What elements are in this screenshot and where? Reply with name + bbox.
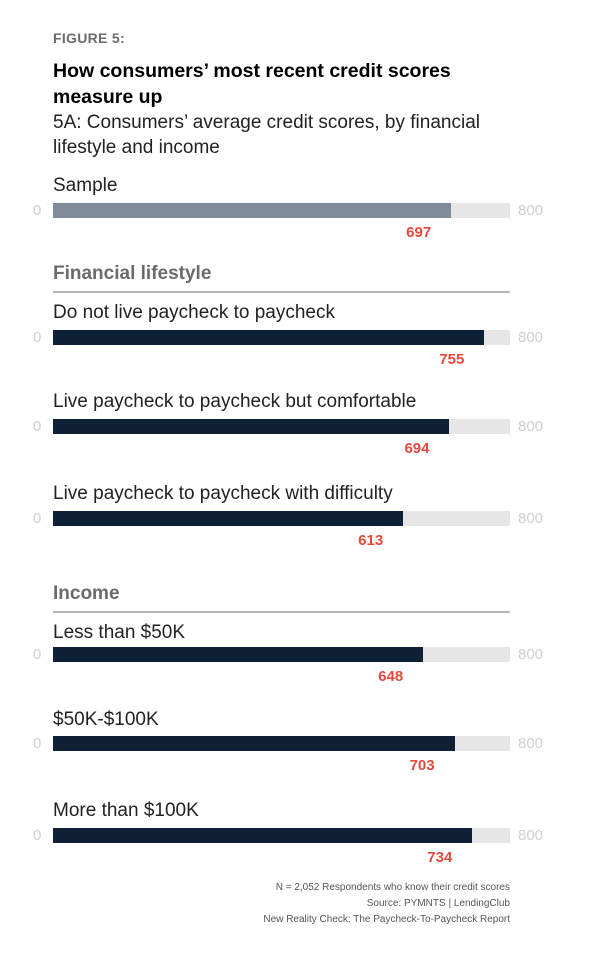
section-heading-income: Income bbox=[53, 583, 120, 604]
axis-min-label: 0 bbox=[33, 418, 42, 435]
axis-min-label: 0 bbox=[33, 329, 42, 346]
bar-track bbox=[53, 736, 510, 751]
bar-track bbox=[53, 511, 510, 526]
bar-value-less-than-50k: 648 bbox=[378, 668, 404, 685]
bar-value-sample: 697 bbox=[406, 224, 432, 241]
bar-label-sample: Sample bbox=[53, 175, 118, 196]
bar-label-more-than-100k: More than $100K bbox=[53, 800, 199, 821]
axis-max-label: 800 bbox=[518, 735, 544, 752]
bar-track bbox=[53, 828, 510, 843]
bar-label-live-paycheck-to-paycheck-but-comfortable: Live paycheck to paycheck but comfortabl… bbox=[53, 391, 417, 412]
chart-title: How consumers’ most recent credit scores… bbox=[53, 60, 451, 108]
axis-max-label: 800 bbox=[518, 827, 544, 844]
bar-do-not-live-paycheck-to-paycheck bbox=[53, 330, 485, 345]
axis-max-label: 800 bbox=[518, 646, 544, 663]
axis-max-label: 800 bbox=[518, 418, 544, 435]
bar-label-less-than-50k: Less than $50K bbox=[53, 622, 186, 643]
bar-sample bbox=[53, 203, 452, 218]
chart-subtitle: 5A: Consumers’ average credit scores, by… bbox=[53, 112, 480, 158]
bar-50k-100k bbox=[53, 736, 455, 751]
bar-track bbox=[53, 203, 510, 218]
axis-min-label: 0 bbox=[33, 827, 42, 844]
bar-less-than-50k bbox=[53, 647, 424, 662]
figure-label: FIGURE 5: bbox=[53, 30, 125, 46]
section-divider-income bbox=[53, 611, 510, 613]
bar-track bbox=[53, 419, 510, 434]
bar-track bbox=[53, 647, 510, 662]
bar-value-live-paycheck-to-paycheck-with-difficulty: 613 bbox=[358, 532, 384, 549]
bar-label-do-not-live-paycheck-to-paycheck: Do not live paycheck to paycheck bbox=[53, 302, 335, 323]
bar-value-50k-100k: 703 bbox=[409, 757, 435, 774]
bar-label-50k-100k: $50K-$100K bbox=[53, 709, 159, 730]
bar-value-more-than-100k: 734 bbox=[427, 849, 453, 866]
bar-live-paycheck-to-paycheck-with-difficulty bbox=[53, 511, 404, 526]
bar-label-live-paycheck-to-paycheck-with-difficulty: Live paycheck to paycheck with difficult… bbox=[53, 483, 393, 504]
axis-min-label: 0 bbox=[33, 510, 42, 527]
section-divider-financial-lifestyle bbox=[53, 291, 510, 293]
axis-max-label: 800 bbox=[518, 510, 544, 527]
axis-min-label: 0 bbox=[33, 646, 42, 663]
axis-max-label: 800 bbox=[518, 202, 544, 219]
report-note: New Reality Check: The Paycheck-To-Paych… bbox=[263, 914, 510, 925]
section-heading-financial-lifestyle: Financial lifestyle bbox=[53, 263, 212, 284]
axis-max-label: 800 bbox=[518, 329, 544, 346]
sample-size-note: N = 2,052 Respondents who know their cre… bbox=[275, 882, 510, 893]
source-note: Source: PYMNTS | LendingClub bbox=[366, 898, 510, 909]
bar-value-do-not-live-paycheck-to-paycheck: 755 bbox=[439, 351, 465, 368]
bar-live-paycheck-to-paycheck-but-comfortable bbox=[53, 419, 450, 434]
axis-min-label: 0 bbox=[33, 202, 42, 219]
bar-track bbox=[53, 330, 510, 345]
bar-value-live-paycheck-to-paycheck-but-comfortable: 694 bbox=[404, 440, 430, 457]
bar-more-than-100k bbox=[53, 828, 473, 843]
axis-min-label: 0 bbox=[33, 735, 42, 752]
